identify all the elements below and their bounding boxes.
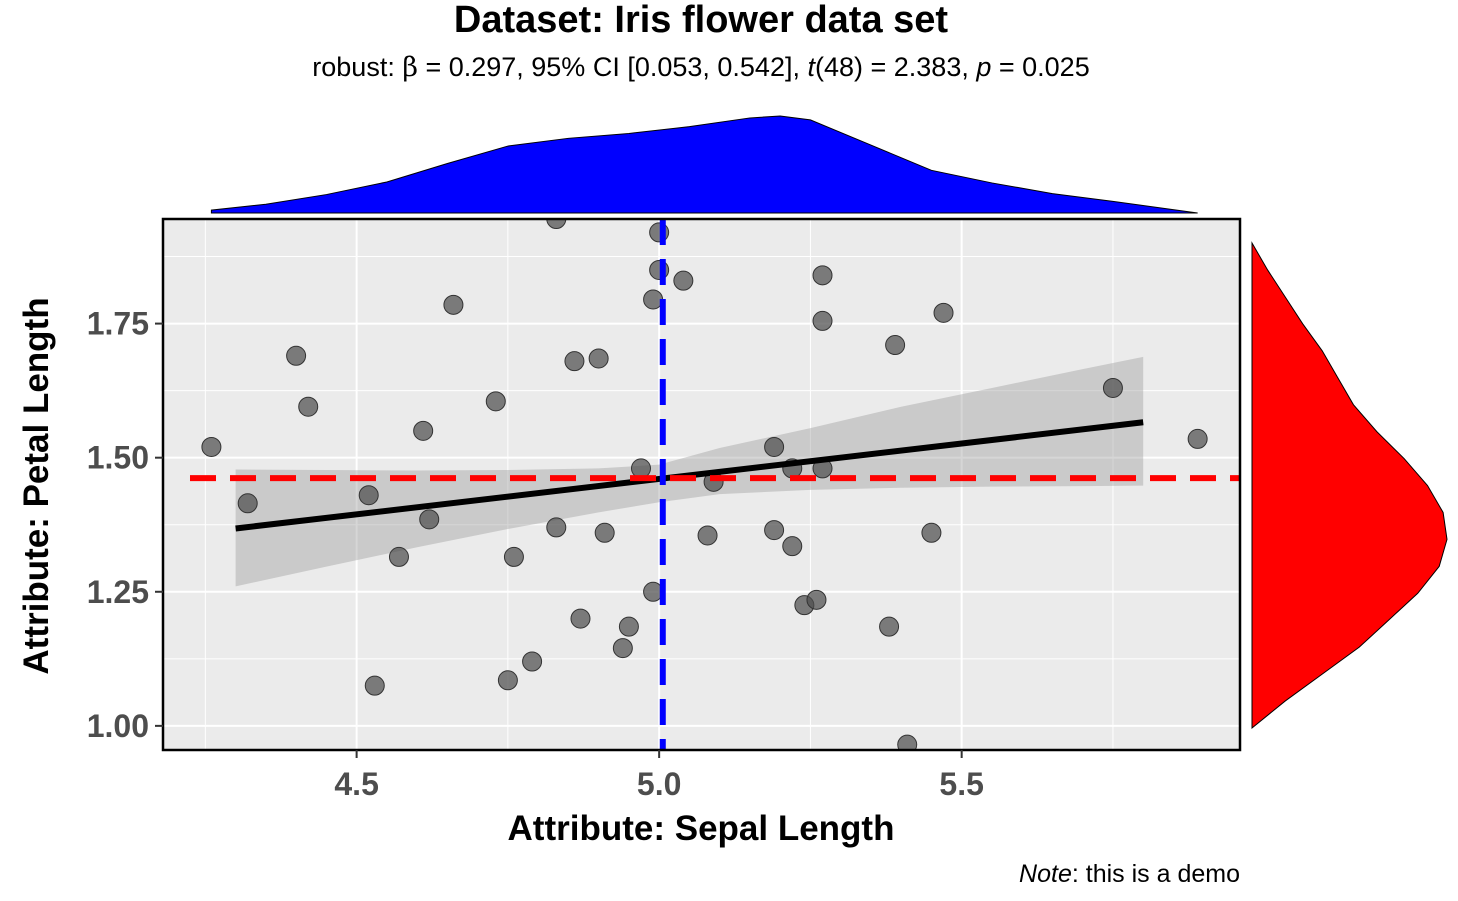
y-axis-title: Attribute: Petal Length [17,297,56,674]
caption-note: Note [1019,860,1072,888]
data-point [1102,377,1123,398]
data-point [364,675,385,696]
data-point [286,345,307,366]
data-point [885,335,906,356]
data-point [570,608,591,629]
data-point [588,348,609,369]
plot-panel [163,219,1240,750]
data-point [546,517,567,538]
data-point [812,265,833,286]
x-tick-label: 5.5 [939,766,983,802]
data-point [358,485,379,506]
data-point [612,638,633,659]
chart-title: Dataset: Iris flower data set [454,0,949,41]
data-point [933,302,954,323]
y-axis: 1.00 1.25 1.50 1.75 [87,306,163,744]
data-point [503,546,524,567]
x-tick-label: 4.5 [334,766,378,802]
major-grid [163,219,1240,750]
x-axis: 4.5 5.0 5.5 [334,750,984,802]
subtitle-p: p [975,52,991,82]
data-point [594,522,615,543]
data-point [649,259,670,280]
data-point [497,670,518,691]
x-axis-title: Attribute: Sepal Length [508,809,895,848]
subtitle-stats: = 0.297, 95% CI [0.053, 0.542], [418,52,808,82]
data-point [485,391,506,412]
minor-grid [163,219,1240,750]
data-point [806,589,827,610]
data-point [388,546,409,567]
data-point [673,270,694,291]
subtitle-t: t [807,52,816,82]
data-point [649,222,670,243]
data-point [618,616,639,637]
data-point [522,651,543,672]
data-point [201,436,222,457]
confidence-band [235,356,1144,587]
x-tick-label: 5.0 [637,766,681,802]
data-point [921,522,942,543]
data-point [643,581,664,602]
data-point [643,289,664,310]
y-tick-label: 1.25 [87,574,149,610]
data-point [237,493,258,514]
chart-subtitle: robust: β = 0.297, 95% CI [0.053, 0.542]… [312,52,1089,83]
caption: Note: this is a demo [1019,860,1240,888]
data-point [764,436,785,457]
y-tick-label: 1.50 [87,440,149,476]
subtitle-prefix: robust: [312,52,402,82]
data-point [630,458,651,479]
data-point [419,509,440,530]
subtitle-t-stats: (48) = 2.383, [815,52,976,82]
plot-border [161,217,1242,752]
data-point [764,520,785,541]
data-point [546,219,567,229]
data-point [697,525,718,546]
y-tick-label: 1.00 [87,708,149,744]
data-point [443,294,464,315]
data-point [812,310,833,331]
subtitle-p-stats: = 0.025 [991,52,1089,82]
data-point [564,351,585,372]
data-point [298,396,319,417]
data-point [879,616,900,637]
data-point [782,536,803,557]
data-point [897,734,918,750]
data-point [413,420,434,441]
caption-text: : this is a demo [1072,860,1240,888]
x-marginal-density [210,115,1198,214]
y-marginal-density [1251,241,1448,730]
data-point [1187,428,1208,449]
y-tick-label: 1.75 [87,306,149,342]
subtitle-beta: β [402,52,418,83]
